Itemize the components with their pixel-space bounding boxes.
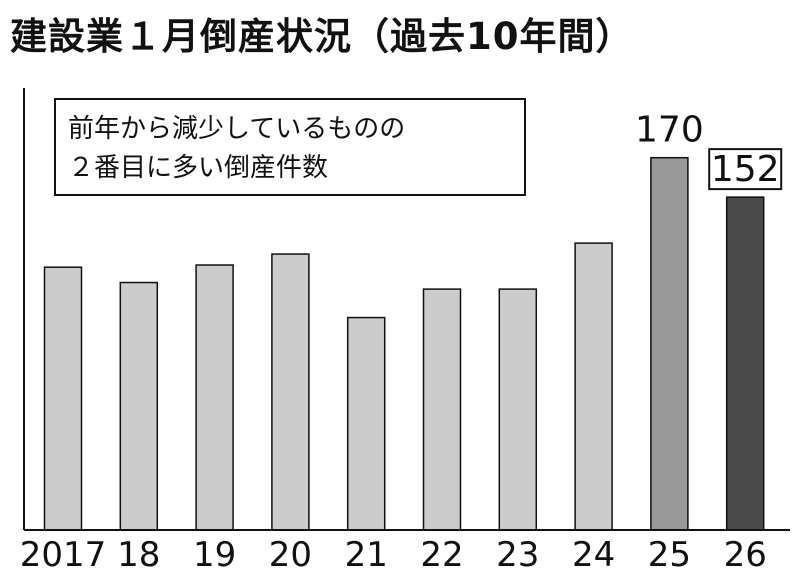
x-tick-labels-group: 2017 18 19 20 21 22 23 24 25 26 xyxy=(20,535,767,575)
bar-25 xyxy=(650,156,689,531)
annotation-box: 前年から減少しているものの ２番目に多い倒産件数 xyxy=(54,98,526,196)
x-tick-label-22: 22 xyxy=(420,535,463,575)
x-tick-label-24: 24 xyxy=(572,535,615,575)
bar-20 xyxy=(271,253,310,531)
bar-21 xyxy=(346,316,386,531)
bar-24 xyxy=(574,242,613,531)
bar-18 xyxy=(119,281,159,531)
bar-26 xyxy=(725,196,765,531)
bar-2017 xyxy=(43,266,83,531)
x-tick-label-19: 19 xyxy=(193,535,236,575)
x-tick-label-23: 23 xyxy=(496,535,539,575)
annotation-line-2: ２番目に多い倒産件数 xyxy=(68,153,329,183)
bar-22 xyxy=(422,288,462,531)
x-tick-label-21: 21 xyxy=(345,535,388,575)
annotation-line-1: 前年から減少しているものの xyxy=(68,114,406,144)
x-tick-label-2017: 2017 xyxy=(20,535,107,575)
bar-23 xyxy=(498,288,538,531)
chart-title: 建設業１月倒産状況（過去10年間） xyxy=(10,15,634,58)
x-tick-label-26: 26 xyxy=(724,535,767,575)
x-tick-label-20: 20 xyxy=(269,535,312,575)
value-label-25: 170 xyxy=(635,110,704,151)
value-label-box-26 xyxy=(708,148,783,191)
x-tick-label-18: 18 xyxy=(117,535,160,575)
value-label-26: 152 xyxy=(711,149,780,190)
bar-19 xyxy=(195,264,234,531)
x-tick-label-25: 25 xyxy=(648,535,691,575)
bars-group xyxy=(43,156,765,531)
